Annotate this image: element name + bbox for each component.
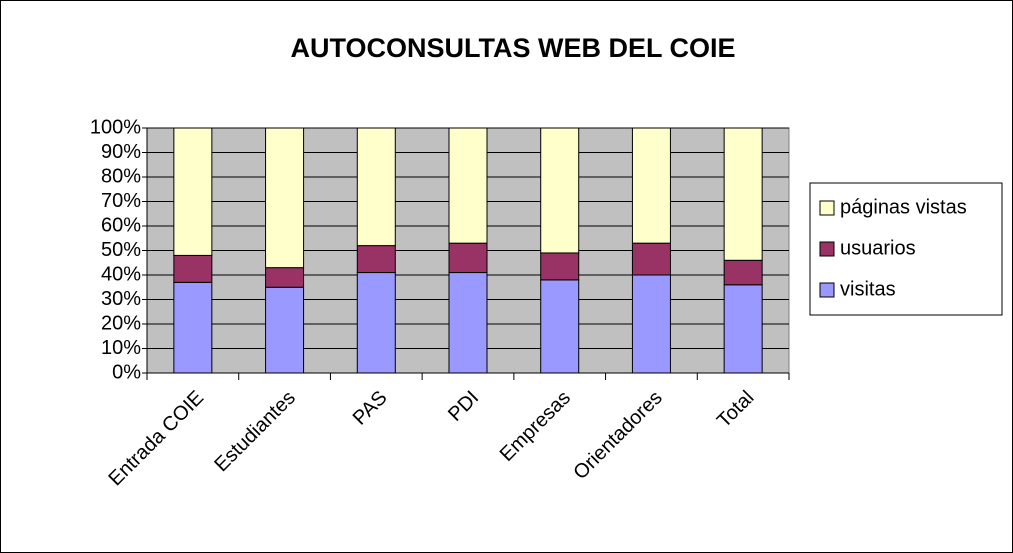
bar-segment	[631, 127, 671, 244]
y-tick-label: 90%	[101, 141, 141, 163]
bar-segment	[631, 242, 671, 276]
bar-segment	[356, 245, 396, 274]
legend-label: visitas	[840, 278, 896, 300]
bar-segment	[265, 267, 305, 288]
bar-segment	[356, 272, 396, 374]
bar-segment	[173, 281, 213, 374]
bar-segment	[356, 127, 396, 247]
bar-segment	[173, 127, 213, 256]
legend-swatch	[819, 200, 835, 216]
bar-segment	[631, 274, 671, 374]
legend-swatch	[819, 282, 835, 298]
bar-segment	[723, 127, 763, 261]
y-tick-label: 100%	[90, 116, 141, 138]
bar-segment	[265, 286, 305, 374]
bar-segment	[448, 272, 488, 374]
legend-label: usuarios	[840, 237, 916, 259]
legend-swatch	[819, 241, 835, 257]
y-tick-label: 70%	[101, 190, 141, 212]
bar-segment	[540, 127, 580, 254]
bar-segment	[723, 284, 763, 374]
y-tick-label: 10%	[101, 337, 141, 359]
y-tick-label: 30%	[101, 288, 141, 310]
bar-segment	[540, 279, 580, 374]
bar-segment	[723, 259, 763, 286]
bar-segment	[448, 242, 488, 274]
y-tick-label: 80%	[101, 165, 141, 187]
bar-segment	[448, 127, 488, 244]
legend-box	[809, 182, 1003, 316]
y-tick-label: 40%	[101, 263, 141, 285]
bar-segment	[265, 127, 305, 269]
bar-segment	[540, 252, 580, 281]
bar-segment	[173, 254, 213, 283]
legend-label: páginas vistas	[840, 196, 967, 218]
y-tick-label: 20%	[101, 312, 141, 334]
y-tick-label: 60%	[101, 214, 141, 236]
y-tick-label: 50%	[101, 239, 141, 261]
chart-title: AUTOCONSULTAS WEB DEL COIE	[290, 33, 735, 63]
y-tick-label: 0%	[112, 361, 141, 383]
